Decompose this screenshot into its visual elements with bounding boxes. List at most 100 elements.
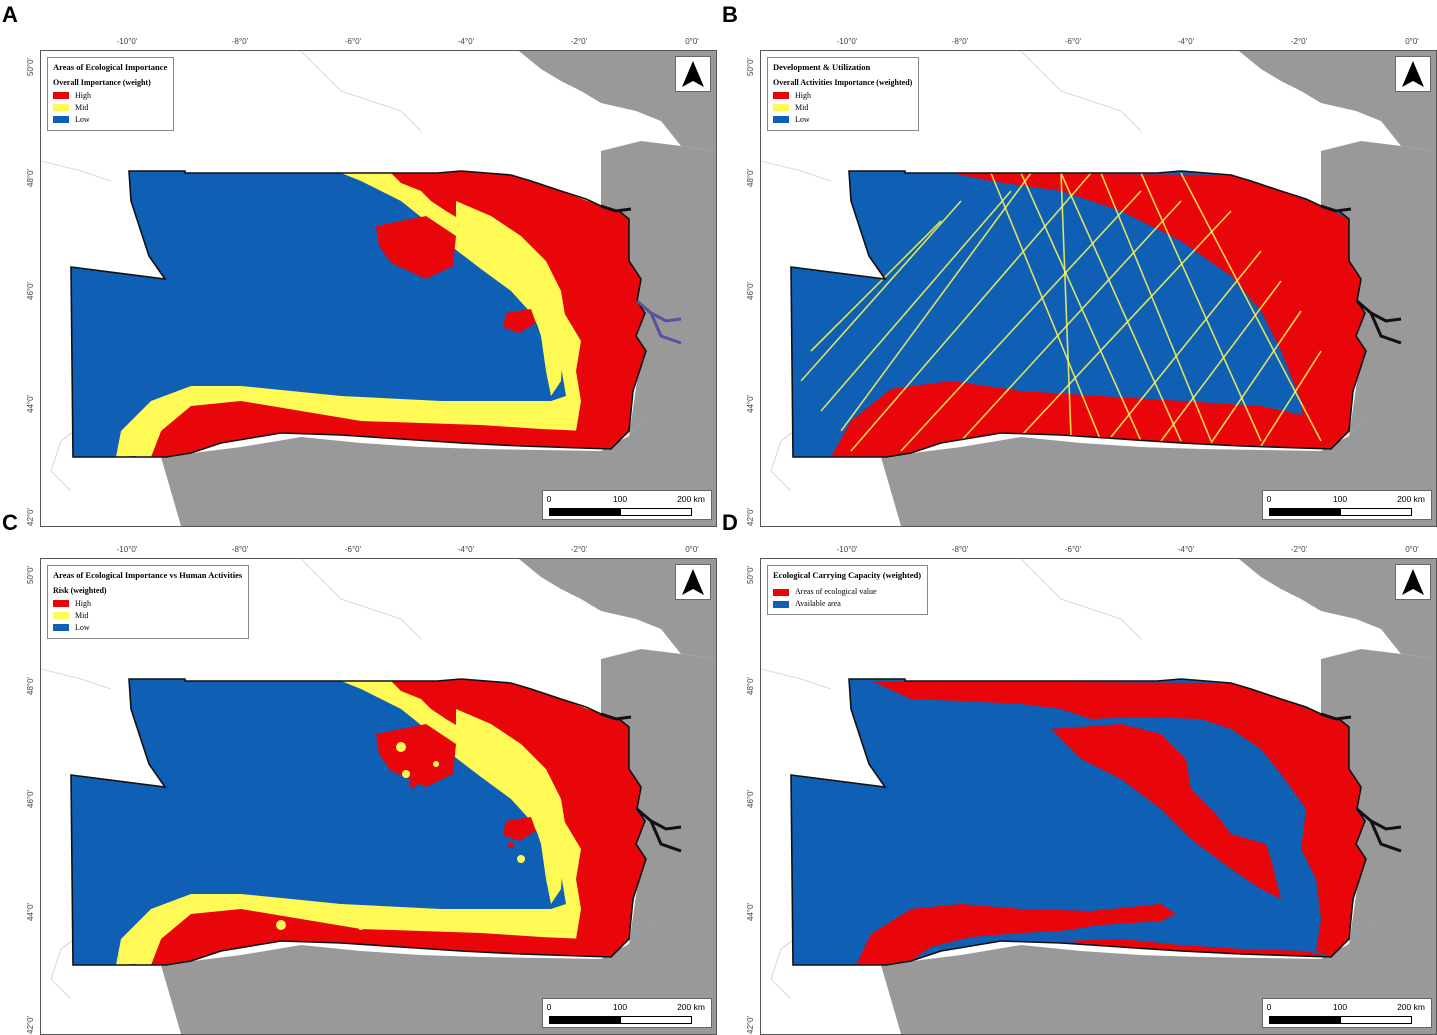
legend-item: Mid xyxy=(53,102,167,114)
estuary-loire xyxy=(600,204,632,213)
shipping-lane xyxy=(850,172,1092,452)
study-area-layer xyxy=(71,171,646,457)
zone-mid-southwest xyxy=(136,403,181,457)
legend-item: High xyxy=(773,90,912,102)
latitude-tick-label: 50°0' xyxy=(746,57,755,76)
legend-label: High xyxy=(75,90,91,100)
latitude-tick-label: 46°0' xyxy=(26,789,35,808)
scale-bar: 0 100 200 km xyxy=(542,998,712,1028)
boundary-line-southwest xyxy=(50,933,82,1000)
legend-item: Mid xyxy=(773,102,912,114)
land-brittany xyxy=(519,51,716,151)
legend-swatch xyxy=(773,104,789,112)
zone-available-pocket xyxy=(1181,734,1291,834)
shipping-lane xyxy=(900,190,1142,452)
legend-label: Mid xyxy=(75,102,89,112)
legend-swatch xyxy=(53,104,69,112)
longitude-tick-label: -8°0' xyxy=(951,545,969,554)
longitude-tick-label: -10°0' xyxy=(836,545,858,554)
scale-label-zero: 0 xyxy=(1266,1002,1272,1012)
scale-label-mid: 100 xyxy=(612,1002,628,1012)
zone-ecological-value-coast xyxy=(1061,939,1331,957)
study-area-outline xyxy=(790,170,1367,458)
zone-mid-inner xyxy=(456,201,566,396)
longitude-tick-label: -6°0' xyxy=(344,37,362,46)
study-area-layer xyxy=(791,171,1366,457)
risk-speckle xyxy=(402,770,410,778)
map-canvas xyxy=(761,559,1436,1034)
scale-segment-white xyxy=(1340,1016,1412,1024)
scale-label-end: 200 km xyxy=(1397,494,1425,504)
longitude-tick-label: 0°0' xyxy=(685,545,699,554)
longitude-tick-label: -8°0' xyxy=(231,545,249,554)
land-brittany xyxy=(1239,51,1436,151)
latitude-tick-label: 48°0' xyxy=(746,168,755,187)
shipping-lane xyxy=(1060,172,1072,437)
scale-label-end: 200 km xyxy=(677,494,705,504)
scale-segment-black xyxy=(1269,1016,1341,1024)
boundary-line-southwest xyxy=(770,933,802,1000)
latitude-tick-label: 48°0' xyxy=(746,676,755,695)
legend-label: Low xyxy=(75,622,90,632)
risk-speckle xyxy=(276,920,286,930)
scale-segment-white xyxy=(620,508,692,516)
longitude-tick-label: 0°0' xyxy=(685,37,699,46)
latitude-tick-label: 44°0' xyxy=(26,902,35,921)
shipping-lane xyxy=(800,200,962,382)
legend-label: Low xyxy=(75,114,90,124)
longitude-tick-label: -2°0' xyxy=(1290,545,1308,554)
north-arrow-icon xyxy=(675,564,711,600)
estuary-loire xyxy=(1320,204,1352,213)
latitude-tick-label: 50°0' xyxy=(746,565,755,584)
longitude-tick-label: -8°0' xyxy=(231,37,249,46)
zone-high-south xyxy=(151,909,611,965)
latitude-tick-label: 48°0' xyxy=(26,168,35,187)
eez-boundary-line xyxy=(1020,559,1142,640)
risk-speckle xyxy=(396,742,406,752)
map-legend: Areas of Ecological Importance vs Human … xyxy=(47,565,250,639)
boundary-line-southwest xyxy=(770,425,802,492)
estuary-loire xyxy=(1320,712,1352,721)
land-france xyxy=(601,649,716,944)
eez-boundary-line xyxy=(300,559,422,640)
land-brittany xyxy=(519,559,716,659)
zone-high-coastal xyxy=(391,171,646,449)
boundary-line-west xyxy=(41,668,112,690)
legend-swatch xyxy=(773,600,789,608)
legend-subtitle: Overall Importance (weight) xyxy=(53,78,151,88)
zone-high-patch xyxy=(503,309,536,333)
shipping-lane xyxy=(1180,172,1322,442)
map-frame xyxy=(40,558,717,1035)
legend-swatch xyxy=(53,600,69,608)
latitude-tick-label: 42°0' xyxy=(746,1015,755,1034)
scale-bar: 0 100 200 km xyxy=(542,490,712,520)
latitude-tick-label: 46°0' xyxy=(746,789,755,808)
risk-speckle xyxy=(508,842,514,848)
estuary-gironde xyxy=(1356,299,1402,345)
shipping-lane xyxy=(820,190,1012,412)
risk-speckle xyxy=(409,780,417,788)
zone-high-south xyxy=(151,401,611,457)
legend-swatch xyxy=(773,116,789,124)
legend-item: High xyxy=(53,598,242,610)
latitude-tick-label: 46°0' xyxy=(746,281,755,300)
shipping-lane xyxy=(1160,280,1282,442)
scale-segment-black xyxy=(549,1016,621,1024)
zone-ecological-value-south xyxy=(856,904,1176,965)
longitude-tick-label: -4°0' xyxy=(457,37,475,46)
zone-ecological-value-diagonal xyxy=(1051,724,1281,899)
latitude-tick-label: 44°0' xyxy=(746,902,755,921)
legend-label: High xyxy=(795,90,811,100)
legend-item: Mid xyxy=(53,610,242,622)
zone-high-south xyxy=(831,381,1331,457)
legend-item: High xyxy=(53,90,167,102)
estuary-loire xyxy=(600,712,632,721)
estuary-gironde xyxy=(1356,807,1402,853)
eez-boundary-line xyxy=(1020,51,1142,132)
longitude-tick-label: 0°0' xyxy=(1405,545,1419,554)
map-panel-a: A -10°0' -8°0' -6°0' -4°0' -2°0' 0°0' 50°0' 48°0… xyxy=(0,0,720,527)
risk-speckle xyxy=(388,756,394,762)
scale-segment-white xyxy=(620,1016,692,1024)
panel-letter: C xyxy=(2,510,18,535)
longitude-tick-label: -10°0' xyxy=(116,37,138,46)
